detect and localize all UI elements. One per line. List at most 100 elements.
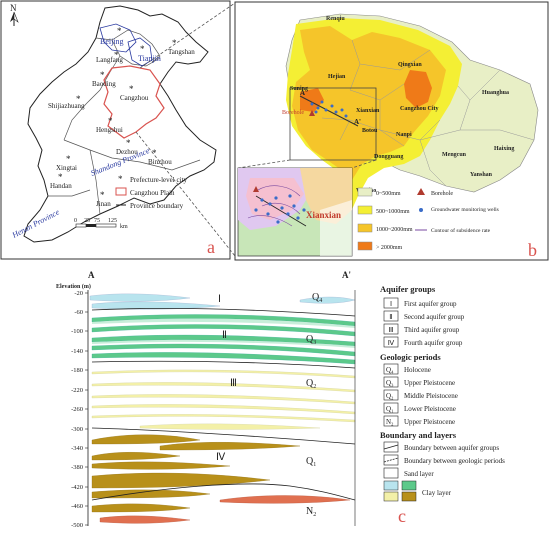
elev-tick-500: -500 bbox=[71, 522, 83, 529]
place-nanpi: Nanpi bbox=[396, 132, 412, 138]
legend-swatch-0-500 bbox=[357, 187, 373, 197]
panel-b-label: b bbox=[528, 240, 537, 260]
legend-period-symbol-q4: Q4 bbox=[386, 366, 394, 375]
section-end-label: A' bbox=[342, 270, 351, 280]
group-numeral-3: Ⅲ bbox=[230, 378, 237, 389]
legend-boundary-title: Boundary and layers bbox=[380, 430, 457, 440]
legend-period-label-n2: Upper Pleistocene bbox=[404, 418, 455, 426]
svg-text:*: * bbox=[117, 26, 122, 36]
panel-b-map: A A' Renqiu Hejian Suning Xianxian Botou… bbox=[234, 1, 549, 261]
svg-text:*: * bbox=[100, 190, 105, 200]
boundary-q3-q2 bbox=[91, 360, 356, 369]
period-label-q1: Q1 bbox=[306, 456, 316, 468]
elev-tick-100: -100 bbox=[71, 328, 83, 335]
legend-star-icon: * bbox=[118, 174, 123, 184]
zoom-connector-top bbox=[139, 2, 236, 69]
panel-c-section: A A' Elevation (m) -20 -60 -100 -140 -18… bbox=[56, 270, 356, 529]
aquifer-group-1-layers bbox=[89, 293, 356, 310]
svg-text:*: * bbox=[140, 44, 145, 54]
section-start-label: A bbox=[88, 270, 95, 280]
province-boundary bbox=[48, 29, 201, 215]
city-label-langfang: Langfang bbox=[96, 56, 123, 64]
legend-label-0-500: 0~500mm bbox=[376, 191, 401, 197]
period-label-q3: Q3 bbox=[306, 334, 316, 346]
aquifer-group-4-layers bbox=[91, 434, 301, 513]
city-label-hengshui: Hengshui bbox=[96, 126, 123, 134]
place-mengcun: Mengcun bbox=[442, 152, 467, 158]
panel-a-label: a bbox=[207, 237, 215, 257]
legend-label-1000-2000: 1000~2000mm bbox=[376, 227, 413, 233]
elev-tick-220: -220 bbox=[71, 387, 83, 394]
legend-label-wells: Groundwater monitoring wells bbox=[431, 207, 499, 213]
study-area-box bbox=[289, 87, 377, 161]
beijing-tianjin-outline bbox=[99, 23, 153, 67]
legend-aquifer-label-4: Fourth aquifer group bbox=[404, 339, 463, 347]
legend-aquifer-label-2: Second aquifer group bbox=[404, 313, 465, 321]
city-label-xingtai: Xingtai bbox=[56, 164, 77, 172]
inset-connector-right bbox=[351, 159, 377, 169]
legend-sand-swatch bbox=[383, 467, 399, 479]
elev-tick-260: -260 bbox=[71, 406, 83, 413]
legend-boundary-label-sand: Sand layer bbox=[404, 470, 434, 478]
north-label: N bbox=[10, 3, 17, 13]
city-label-tianjin: Tianjin bbox=[138, 54, 161, 63]
scale-tick-75: 75 bbox=[94, 218, 100, 224]
place-renqiu: Renqiu bbox=[326, 16, 345, 22]
region-outline bbox=[23, 5, 217, 243]
elev-tick-340: -340 bbox=[71, 445, 83, 452]
svg-text:*: * bbox=[152, 148, 157, 158]
city-label-beijing: Beijing bbox=[100, 37, 124, 46]
panel-c-label: c bbox=[398, 506, 406, 526]
scale-tick-0: 0 bbox=[74, 218, 77, 224]
panel-c-legend: Aquifer groups Ⅰ Ⅱ Ⅲ Ⅳ First aquifer gro… bbox=[380, 284, 505, 526]
legend-plain-label: Cangzhou Plain bbox=[130, 189, 175, 197]
city-label-shijiazhuang: Shijiazhuang bbox=[48, 102, 85, 110]
elev-tick-20: -20 bbox=[74, 290, 83, 297]
elevation-ticks bbox=[85, 292, 88, 526]
borehole-map-label: Borehole bbox=[282, 110, 304, 116]
legend-aquifer-symbol-4: Ⅳ bbox=[388, 339, 395, 347]
legend-boundary-period-icon bbox=[383, 454, 399, 466]
section-mark-a: A bbox=[300, 89, 305, 97]
monitoring-wells bbox=[310, 100, 348, 118]
section-line bbox=[299, 95, 359, 127]
legend-period-symbol-n2: N2 bbox=[386, 418, 393, 427]
legend-boundary-label-aquifer: Boundary between aquifer groups bbox=[404, 444, 499, 452]
legend-period-label-q1: Lower Pleistocene bbox=[404, 405, 456, 413]
city-label-baoding: Baoding bbox=[92, 80, 116, 88]
county-boundaries bbox=[321, 39, 535, 187]
legend-period-label-q2: Middle Pleistocene bbox=[404, 392, 458, 400]
legend-aquifer-label-1: First aquifer group bbox=[404, 300, 457, 308]
zoom-connector-bottom bbox=[135, 131, 236, 257]
place-huanghua: Huanghua bbox=[482, 90, 509, 96]
boundary-q4-q3 bbox=[91, 307, 356, 317]
svg-text:*: * bbox=[129, 84, 134, 94]
legend-aquifer-symbol-2: Ⅱ bbox=[389, 313, 392, 321]
elev-tick-460: -460 bbox=[71, 503, 83, 510]
elev-tick-420: -420 bbox=[71, 484, 83, 491]
legend-label-500-1000: 500~1000mm bbox=[376, 209, 410, 215]
legend-well-icon bbox=[419, 208, 423, 212]
legend-swatch-over-2000 bbox=[357, 241, 373, 251]
legend-period-label-q4: Holocene bbox=[404, 366, 431, 374]
aquifer-group-2-clay bbox=[92, 318, 355, 348]
svg-text:*: * bbox=[58, 172, 63, 182]
legend-clay-swatches bbox=[383, 480, 417, 502]
aquifer-group-3-layers bbox=[91, 369, 356, 430]
group-numeral-1: Ⅰ bbox=[218, 294, 221, 305]
svg-text:*: * bbox=[172, 38, 177, 48]
legend-period-title: Geologic periods bbox=[380, 352, 441, 362]
legend-aquifer-boxes bbox=[383, 297, 399, 348]
place-suning: Suning bbox=[290, 86, 308, 92]
legend-label-over-2000: > 2000mm bbox=[376, 245, 403, 251]
elevation-axis-title: Elevation (m) bbox=[56, 283, 91, 290]
legend-aquifer-label-3: Third aquifer group bbox=[404, 326, 460, 334]
group-numeral-2: Ⅱ bbox=[222, 330, 227, 341]
place-haixing: Haixing bbox=[494, 146, 514, 152]
legend-label-contour: Contour of subsidence rate bbox=[431, 227, 491, 234]
north-arrow-icon bbox=[10, 11, 19, 26]
place-xianxian: Xianxian bbox=[356, 108, 380, 114]
legend-aquifer-title: Aquifer groups bbox=[380, 284, 436, 294]
legend-aquifer-symbol-3: Ⅲ bbox=[389, 326, 394, 334]
